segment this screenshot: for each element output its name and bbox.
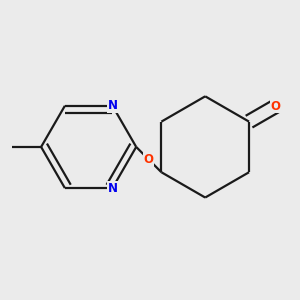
Text: O: O — [271, 100, 281, 113]
Text: N: N — [107, 99, 117, 112]
Text: O: O — [144, 153, 154, 166]
Text: N: N — [107, 182, 117, 195]
